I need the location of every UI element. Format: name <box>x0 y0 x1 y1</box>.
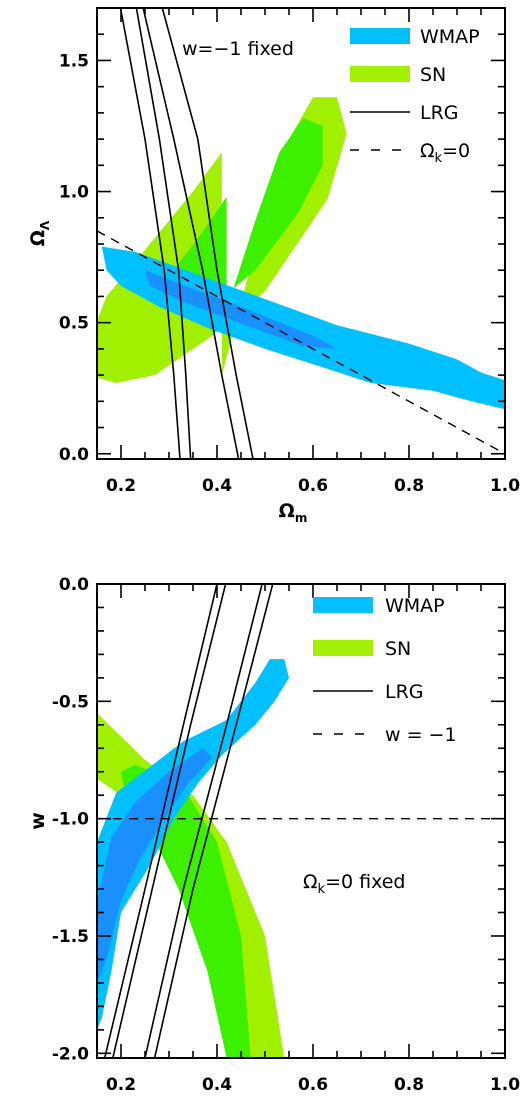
wmap-contour-outer <box>101 246 505 410</box>
x-tick-label: 0.4 <box>202 476 232 496</box>
legend-label-wmap: WMAP <box>420 26 480 48</box>
y-tick-label: -1.0 <box>52 810 89 830</box>
legend-label-sn: SN <box>420 64 446 86</box>
plot-frame <box>96 583 506 1059</box>
legend-swatch-sn <box>350 66 410 82</box>
y-tick-label: 0.0 <box>59 445 89 465</box>
legend-label-wline: w = −1 <box>385 724 457 746</box>
lrg-line-4 <box>161 8 254 459</box>
x-axis-label: Ωm <box>279 500 308 525</box>
legend-label-wmap: WMAP <box>385 595 445 617</box>
sn-contour-inner <box>121 764 251 1058</box>
x-tick-label: 0.2 <box>106 1075 136 1095</box>
legend-label-lrg: LRG <box>385 681 424 703</box>
top-panel-omega-lambda: 0.2 0.4 0.6 0.8 1.0 0.0 0.5 1.0 1.5 Ωm ΩΛ WMAP SN LRG… <box>27 7 520 525</box>
x-tick-label: 0.8 <box>394 476 424 496</box>
lrg-line-1 <box>103 584 218 1058</box>
legend-label-flat: Ωk=0 <box>420 140 470 166</box>
plot-area <box>97 584 505 1058</box>
sn-contour-inner <box>159 118 323 315</box>
flat-universe-line <box>97 230 505 455</box>
x-tick-label: 0.8 <box>394 1075 424 1095</box>
x-tick-label: 1.0 <box>490 476 520 496</box>
y-tick-label: 1.5 <box>59 51 89 71</box>
legend-swatch-sn <box>313 640 373 656</box>
lrg-line-1 <box>119 8 181 459</box>
y-tick-label: -0.5 <box>52 692 89 712</box>
panel-annotation: Ωk=0 fixed <box>303 871 406 897</box>
plot-frame <box>96 7 506 460</box>
y-tick-label: 0.5 <box>59 314 89 334</box>
lrg-line-2 <box>135 8 192 459</box>
legend-swatch-wmap <box>313 597 373 613</box>
lrg-line-4 <box>153 584 274 1058</box>
lrg-line-3 <box>144 584 263 1058</box>
legend: WMAP SN LRG Ωk=0 <box>350 26 480 166</box>
plot-area <box>97 8 505 459</box>
lrg-line-3 <box>142 8 240 459</box>
legend-swatch-wmap <box>350 28 410 44</box>
y-tick-label: 0.0 <box>59 575 89 595</box>
y-tick-label: 1.0 <box>59 183 89 203</box>
legend-label-lrg: LRG <box>420 102 459 124</box>
panel-annotation: w=−1 fixed <box>182 38 294 60</box>
y-axis-label: w <box>27 812 49 830</box>
y-axis-label: ΩΛ <box>27 220 52 246</box>
x-tick-label: 1.0 <box>490 1075 520 1095</box>
x-tick-label: 0.6 <box>298 476 328 496</box>
x-tick-label: 0.6 <box>298 1075 328 1095</box>
x-tick-label: 0.2 <box>106 476 136 496</box>
legend: WMAP SN LRG w = −1 <box>313 595 457 746</box>
x-tick-label: 0.4 <box>202 1075 232 1095</box>
bottom-panel-w: 0.20.40.60.81.0-2.0-1.5-1.0-0.50.0ΩmwWMA… <box>27 575 520 1095</box>
y-tick-label: -1.5 <box>52 927 89 947</box>
lrg-line-2 <box>112 584 227 1058</box>
wmap-contour-inner <box>97 748 213 983</box>
y-tick-label: -2.0 <box>52 1044 89 1064</box>
legend-label-sn: SN <box>385 638 411 660</box>
